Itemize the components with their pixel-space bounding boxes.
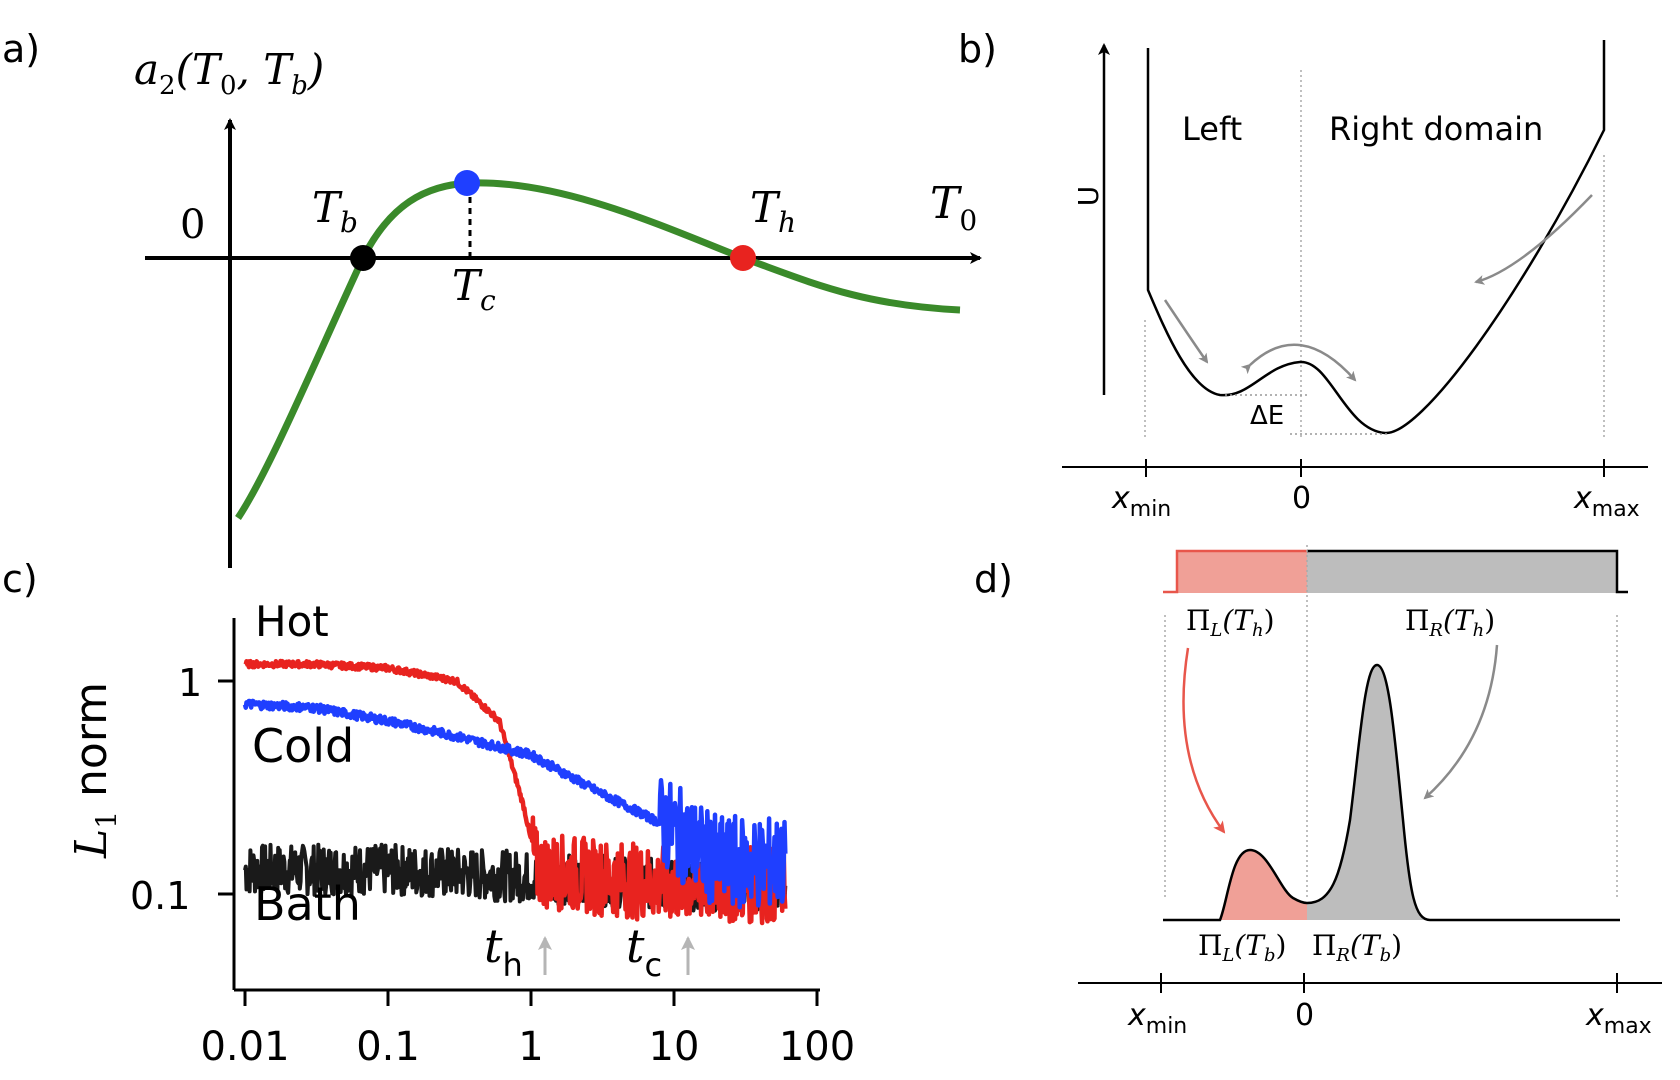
b-left-arrow xyxy=(1163,299,1209,364)
b-hop-arrow xyxy=(1240,343,1357,382)
c-hot-label: Hot xyxy=(255,597,329,646)
d-pi-l-th-label: ΠL(Th) xyxy=(1186,604,1275,641)
b-potential-curve xyxy=(1146,40,1606,435)
b-right-label: Right domain xyxy=(1329,110,1543,148)
d-right-bar-outline xyxy=(1307,549,1628,594)
b-right-arrow xyxy=(1474,194,1593,285)
a-y-label: a2(T0, Tb) xyxy=(134,45,324,101)
panel-c-tag: c) xyxy=(2,557,38,601)
a-x-label: T0 xyxy=(930,178,977,237)
a-tc-point xyxy=(454,170,480,196)
b-xmin-label: xmin xyxy=(1111,481,1171,522)
c-th-label: th xyxy=(484,919,523,984)
a-tb-label: Tb xyxy=(312,183,358,239)
d-left-bar xyxy=(1177,551,1307,593)
c-xtick-label: 1 xyxy=(518,1024,543,1070)
d-right-bar xyxy=(1307,551,1617,593)
c-cold-label: Cold xyxy=(252,719,354,773)
c-tc-label: tc xyxy=(626,919,662,984)
d-left-bar-outline xyxy=(1163,549,1307,594)
a-zero-label: 0 xyxy=(180,202,205,248)
b-delta-e-label: ΔE xyxy=(1250,401,1284,431)
c-bath-label: Bath xyxy=(254,877,361,931)
b-xmax-label: xmax xyxy=(1573,481,1640,522)
panel-d: d) ΠL(Th) ΠR(Th) ΠL(Tb) ΠR(Tb) xyxy=(974,545,1662,1039)
d-pi-l-tb-label: ΠL(Tb) xyxy=(1198,929,1286,966)
panel-b-tag: b) xyxy=(958,27,997,71)
a-th-label: Th xyxy=(750,183,796,239)
c-ytick-01-label: 0.1 xyxy=(130,874,190,918)
c-series xyxy=(242,658,788,926)
c-xtick-label: 10 xyxy=(649,1024,700,1070)
panel-a-tag: a) xyxy=(2,27,40,71)
b-left-label: Left xyxy=(1182,110,1242,148)
d-right-fill xyxy=(1307,665,1430,920)
c-xtick-label: 0.01 xyxy=(200,1024,289,1070)
c-x-ticks: 0.01 0.1 1 10 100 xyxy=(200,990,855,1070)
c-xtick-label: 0.1 xyxy=(356,1024,420,1070)
a-th-point xyxy=(730,245,756,271)
d-gray-arrow xyxy=(1423,644,1499,800)
panel-c: c) 1 0.1 L1 norm 0.01 0.1 1 10 100 Hot Cold … xyxy=(2,557,855,1070)
panel-a: a) a2(T0, Tb) 0 T0 Tb Tc Th xyxy=(2,27,982,568)
d-pi-r-th-label: ΠR(Th) xyxy=(1405,604,1495,641)
a-tc-label: Tc xyxy=(452,261,496,317)
d-xmax-label: xmax xyxy=(1585,998,1652,1039)
a-tb-point xyxy=(350,245,376,271)
d-pi-r-tb-label: ΠR(Tb) xyxy=(1312,929,1402,966)
c-ytick-1-label: 1 xyxy=(178,661,202,705)
d-xmin-label: xmin xyxy=(1127,998,1187,1039)
c-y-label: L1 norm xyxy=(66,682,123,859)
b-y-label: U xyxy=(1072,186,1105,207)
d-left-fill xyxy=(1220,850,1307,920)
b-zero-label: 0 xyxy=(1292,481,1311,516)
panel-b: b) U ΔE Left Right domain xmin 0 xmax xyxy=(958,27,1648,522)
panel-d-tag: d) xyxy=(974,557,1013,601)
c-series-cold xyxy=(242,698,788,910)
d-distribution-curve xyxy=(1163,663,1620,922)
d-red-arrow xyxy=(1182,647,1226,834)
c-xtick-label: 100 xyxy=(779,1024,855,1070)
d-zero-label: 0 xyxy=(1295,998,1314,1033)
